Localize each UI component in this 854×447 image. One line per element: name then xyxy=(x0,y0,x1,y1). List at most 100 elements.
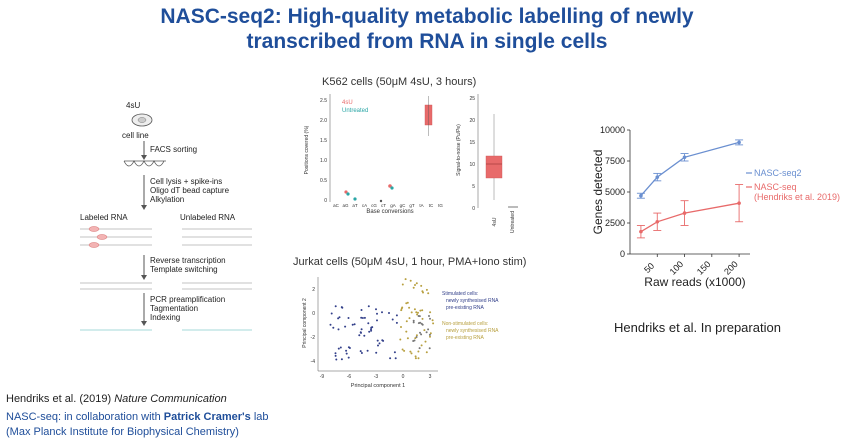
pca-point xyxy=(375,308,377,311)
legend-nasc-seq: NASC-seq xyxy=(754,182,797,192)
chart-point xyxy=(682,211,687,215)
pca-point xyxy=(416,313,419,316)
pca-point xyxy=(404,278,407,281)
label-cell-line: cell line xyxy=(122,131,149,140)
pca-point xyxy=(399,338,402,341)
workflow-panel: 4sU cell line FACS sorting Cell lysis + … xyxy=(70,95,280,335)
pca-point xyxy=(428,333,431,336)
k562-xtick: gA xyxy=(390,203,396,208)
k562-xtick: tA xyxy=(419,203,423,208)
pca-point xyxy=(429,317,431,320)
pca-stim-new: newly synthesised RNA xyxy=(446,298,499,304)
pca-point xyxy=(358,334,361,337)
pca-point xyxy=(394,357,397,360)
pca-point xyxy=(417,311,419,314)
pca-point xyxy=(415,336,418,338)
pca-point xyxy=(417,350,420,353)
pca-point xyxy=(360,309,363,311)
s2n-4su-box xyxy=(485,155,503,179)
pca-xtick: -6 xyxy=(347,374,352,380)
pca-point xyxy=(361,317,364,319)
chart-ytick: 7500 xyxy=(605,156,625,166)
pca-point xyxy=(378,342,381,345)
pca-point xyxy=(335,358,338,361)
pca-point xyxy=(359,331,362,334)
s2n-xtick-4su: 4sU xyxy=(492,217,498,226)
pca-point xyxy=(405,330,408,333)
pca-xtick: -9 xyxy=(320,374,325,380)
pca-point xyxy=(395,314,398,317)
pca-point xyxy=(406,337,409,340)
pca-point xyxy=(345,349,348,352)
pca-point xyxy=(366,349,369,352)
pca-point xyxy=(418,315,421,318)
k562-ytick: 0 xyxy=(324,198,327,204)
pca-point xyxy=(330,312,333,315)
k562-ylabel: Positions covered (%) xyxy=(304,125,310,174)
pca-point xyxy=(406,301,409,304)
s2n-ylabel: Signal-to-noise (Pu/Pe) xyxy=(456,124,462,176)
pca-ytick: 0 xyxy=(312,311,315,317)
pca-point xyxy=(340,306,343,309)
pca-point xyxy=(425,331,428,334)
legend-nasc-seq2: NASC-seq2 xyxy=(754,168,802,178)
reference-authors: Hendriks et al. (2019) xyxy=(6,393,115,405)
pca-point xyxy=(337,317,340,320)
step-lysis-line-1: Cell lysis + spike-ins xyxy=(150,177,223,186)
k562-signal-to-noise-plot: Signal-to-noise (Pu/Pe) 25 20 15 10 5 0 4sU U… xyxy=(456,94,518,233)
collab-post: lab xyxy=(250,411,269,423)
workflow-arrow-1 xyxy=(141,141,147,160)
k562-legend-4su: 4sU xyxy=(342,100,353,106)
s2n-ytick: 5 xyxy=(472,184,475,190)
k562-xtick: gC xyxy=(400,203,407,208)
pca-point xyxy=(376,312,378,315)
pca-point xyxy=(408,306,411,309)
pca-point xyxy=(395,321,398,324)
step-lysis-line-2: Oligo dT bead capture xyxy=(150,186,230,195)
pca-point xyxy=(428,315,430,317)
k562-ytick: 1.0 xyxy=(320,158,327,164)
slide-title: NASC-seq2: High-quality metabolic labell… xyxy=(0,4,854,54)
pca-point xyxy=(414,337,417,340)
s2n-ytick: 10 xyxy=(469,162,475,168)
pca-point xyxy=(405,320,408,323)
pca-ytick: 2 xyxy=(312,287,315,293)
k562-point xyxy=(344,190,348,194)
pca-stim-pre: pre-existing RNA xyxy=(446,305,484,311)
pca-point xyxy=(405,302,408,305)
pca-point xyxy=(368,330,371,333)
chart-point xyxy=(737,140,741,145)
pca-point xyxy=(420,333,423,336)
k562-xtick: aT xyxy=(352,203,358,208)
pca-point xyxy=(432,322,435,325)
pca-point xyxy=(360,316,363,319)
pca-point xyxy=(360,328,363,331)
pca-point xyxy=(422,291,424,294)
pca-point xyxy=(363,334,366,337)
pca-point xyxy=(415,334,418,337)
s2n-ytick: 15 xyxy=(469,140,475,146)
pca-point xyxy=(381,311,383,314)
k562-xtick: cT xyxy=(381,203,386,208)
pca-point xyxy=(409,279,412,282)
step-pcr-line-2: Tagmentation xyxy=(150,304,199,313)
k562-point xyxy=(346,192,350,196)
pca-point xyxy=(414,355,417,358)
pca-point xyxy=(347,346,350,349)
pca-point xyxy=(334,354,337,357)
pca-point xyxy=(337,347,340,350)
workflow-arrow-2 xyxy=(141,175,147,210)
pca-point xyxy=(376,339,379,342)
pca-point xyxy=(431,319,434,322)
pca-point xyxy=(427,292,430,295)
step-lysis: Cell lysis + spike-ins Oligo dT bead cap… xyxy=(150,177,229,204)
step-rt-line-2: Template switching xyxy=(150,265,218,274)
pca-point xyxy=(360,352,363,354)
pca-point xyxy=(393,351,396,354)
k562-legend-untreated: Untreated xyxy=(342,108,368,114)
step-pcr: PCR preamplification Tagmentation Indexi… xyxy=(150,295,225,322)
chart-xtick: 50 xyxy=(642,261,656,275)
pca-point xyxy=(414,284,416,286)
k562-xlabel: Base conversions xyxy=(366,209,413,215)
pca-point xyxy=(401,348,404,351)
